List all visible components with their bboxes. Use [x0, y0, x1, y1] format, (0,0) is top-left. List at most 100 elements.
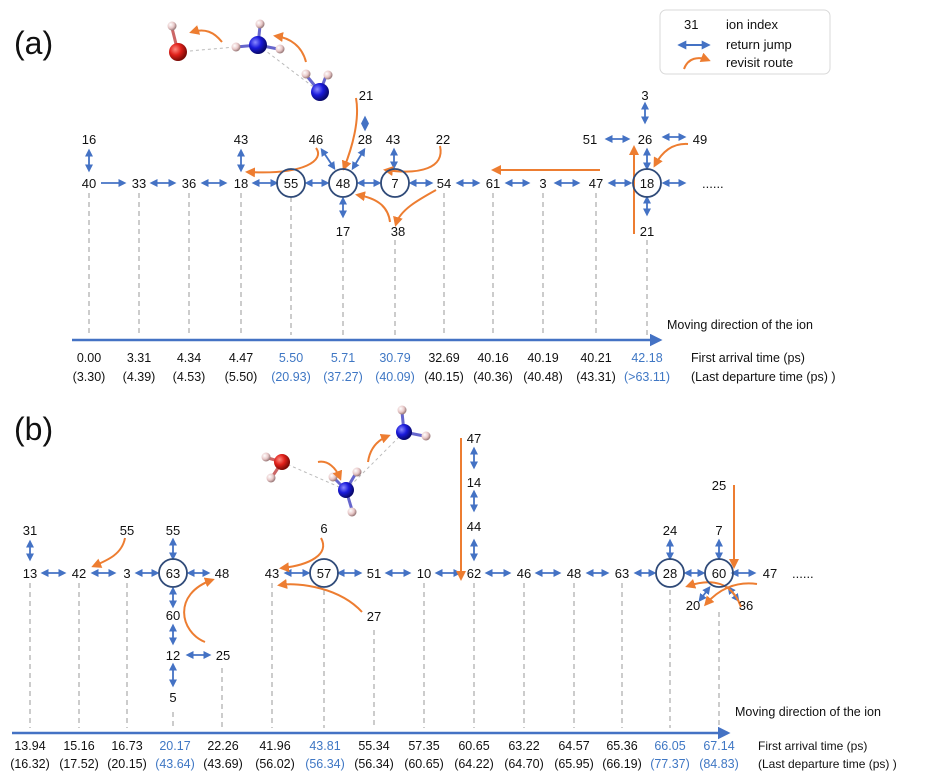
first-arrival-time: 66.05	[654, 739, 685, 753]
hydrogen-atom	[255, 19, 265, 29]
panel-b-first-arrival-label: First arrival time (ps)	[758, 739, 867, 753]
molecule-transfer-arrow	[317, 460, 343, 481]
last-departure-time: (4.39)	[123, 370, 156, 384]
branch-label: 12	[166, 648, 180, 663]
site-label: 63	[166, 566, 180, 581]
last-departure-time: (64.22)	[454, 757, 494, 771]
hydrogen-atom	[323, 70, 333, 80]
last-departure-time: (40.48)	[523, 370, 563, 384]
panel-b-guides	[29, 583, 720, 728]
first-arrival-time: 0.00	[77, 351, 101, 365]
panel-b-last-departure-label: (Last departure time (ps) )	[758, 757, 897, 771]
branch-label: 49	[693, 132, 707, 147]
panel-a-first-arrival-times: 0.00 3.31 4.34 4.47 5.50 5.71 30.79 32.6…	[77, 351, 663, 365]
panel-a-jump-arrows	[84, 101, 687, 219]
first-arrival-time: 41.96	[259, 739, 290, 753]
last-departure-time: (>63.11)	[624, 370, 670, 384]
branch-label: 31	[23, 523, 37, 538]
legend-revisit-route-icon	[683, 52, 711, 70]
site-label: 47	[763, 566, 777, 581]
branch-label: 44	[467, 519, 481, 534]
panel-b-label: (b)	[14, 411, 53, 447]
panel-a-guides	[88, 193, 648, 335]
molecule-transfer-arrow	[367, 433, 391, 463]
branch-label: 27	[367, 609, 381, 624]
site-label: 51	[367, 566, 381, 581]
site-label: 40	[82, 176, 96, 191]
first-arrival-time: 13.94	[14, 739, 45, 753]
first-arrival-time: 22.26	[207, 739, 238, 753]
branch-label: 21	[359, 88, 373, 103]
site-label-continuation: ......	[792, 566, 814, 581]
site-label: 61	[486, 176, 500, 191]
nitrogen-atom	[249, 36, 267, 54]
branch-label: 36	[739, 598, 753, 613]
legend: 31 ion index return jump revisit route	[659, 9, 831, 75]
last-departure-time: (3.30)	[73, 370, 106, 384]
last-departure-time: (4.53)	[173, 370, 206, 384]
first-arrival-time: 60.65	[458, 739, 489, 753]
last-departure-time: (56.02)	[255, 757, 295, 771]
first-arrival-time: 57.35	[408, 739, 439, 753]
site-label: 28	[663, 566, 677, 581]
site-label: 48	[336, 176, 350, 191]
panel-a-first-arrival-label: First arrival time (ps)	[691, 351, 805, 365]
site-label: 13	[23, 566, 37, 581]
panel-b-last-departure-times: (16.32) (17.52) (20.15) (43.64) (43.69) …	[10, 757, 739, 771]
hydrogen-atom	[231, 42, 241, 52]
site-label: 3	[539, 176, 546, 191]
branch-label: 14	[467, 475, 481, 490]
hydrogen-atom	[352, 467, 362, 477]
first-arrival-time: 63.22	[508, 739, 539, 753]
site-label: 63	[615, 566, 629, 581]
last-departure-time: (43.64)	[155, 757, 195, 771]
panel-a-last-departure-label: (Last departure time (ps) )	[691, 370, 836, 384]
branch-label: 22	[436, 132, 450, 147]
last-departure-time: (60.65)	[404, 757, 444, 771]
legend-ion-index: ion index	[726, 17, 779, 32]
site-label: 55	[284, 176, 298, 191]
last-departure-time: (17.52)	[59, 757, 99, 771]
first-arrival-time: 32.69	[428, 351, 459, 365]
branch-label: 47	[467, 431, 481, 446]
branch-label: 25	[712, 478, 726, 493]
branch-label: 24	[663, 523, 677, 538]
last-departure-time: (56.34)	[305, 757, 345, 771]
last-departure-time: (16.32)	[10, 757, 50, 771]
last-departure-time: (56.34)	[354, 757, 394, 771]
site-label: 48	[567, 566, 581, 581]
last-departure-time: (64.70)	[504, 757, 544, 771]
first-arrival-time: 65.36	[606, 739, 637, 753]
molecule-transfer-arrow	[273, 32, 307, 63]
branch-label: 6	[320, 521, 327, 536]
first-arrival-time: 30.79	[379, 351, 410, 365]
panel-a-site-labels: 40 33 36 18 55 48 7 54 61 3 47 18 ......	[82, 176, 724, 191]
panel-a-site-circles	[276, 168, 662, 198]
molecule-transfer-arrow	[189, 25, 223, 43]
molecule-illustration-b	[261, 405, 431, 517]
last-departure-time: (65.95)	[554, 757, 594, 771]
last-departure-time: (40.09)	[375, 370, 415, 384]
nitrogen-atom	[338, 482, 354, 498]
hydrogen-atom	[397, 405, 407, 415]
site-label: 48	[215, 566, 229, 581]
site-label: 42	[72, 566, 86, 581]
panel-b-revisit-routes	[91, 438, 758, 643]
branch-label: 20	[686, 598, 700, 613]
branch-label: 5	[169, 690, 176, 705]
first-arrival-time: 5.50	[279, 351, 303, 365]
hydrogen-atom	[266, 473, 276, 483]
site-label: 7	[391, 176, 398, 191]
panel-a-last-departure-times: (3.30) (4.39) (4.53) (5.50) (20.93) (37.…	[73, 370, 670, 384]
first-arrival-time: 16.73	[111, 739, 142, 753]
site-label: 18	[640, 176, 654, 191]
last-departure-time: (84.83)	[699, 757, 739, 771]
site-label: 60	[712, 566, 726, 581]
branch-label: 7	[715, 523, 722, 538]
branch-label: 60	[166, 608, 180, 623]
last-departure-time: (20.15)	[107, 757, 147, 771]
site-label: 54	[437, 176, 451, 191]
branch-label: 55	[120, 523, 134, 538]
first-arrival-time: 4.47	[229, 351, 253, 365]
first-arrival-time: 43.81	[309, 739, 340, 753]
